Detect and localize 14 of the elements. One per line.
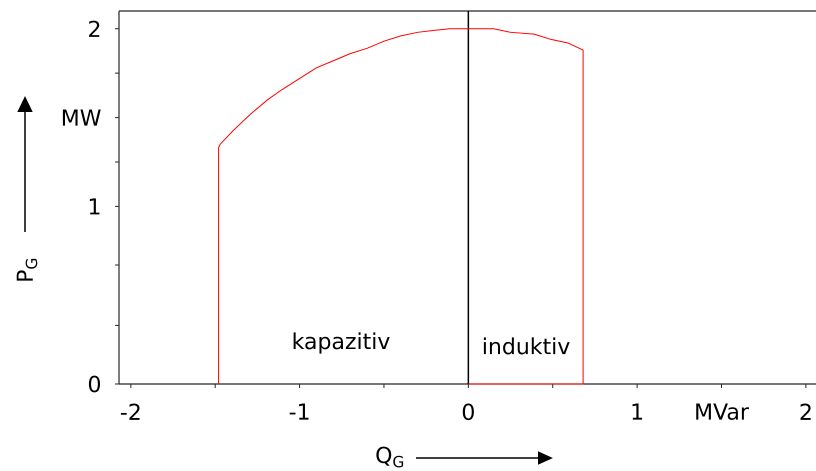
x-tick-label: 1 xyxy=(632,404,642,420)
x-tick-label: -2 xyxy=(120,404,140,420)
x-axis-title: Q$_{G}$ xyxy=(376,446,404,468)
y-tick-label: 0 xyxy=(88,376,100,392)
annotation: kapazitiv xyxy=(294,332,390,354)
annotation: induktiv xyxy=(484,337,570,354)
y-tick-label: 1 xyxy=(90,198,100,214)
x-tick-label: 0 xyxy=(462,404,474,420)
y-tick-label: 2 xyxy=(89,20,100,37)
y-tick-label: MW xyxy=(62,110,101,126)
x-tick-label: MVar xyxy=(696,404,749,420)
y-axis-title: P$_{G}$ xyxy=(16,258,38,281)
x-tick-label: -1 xyxy=(290,404,309,420)
x-tick-label: 2 xyxy=(800,404,811,420)
